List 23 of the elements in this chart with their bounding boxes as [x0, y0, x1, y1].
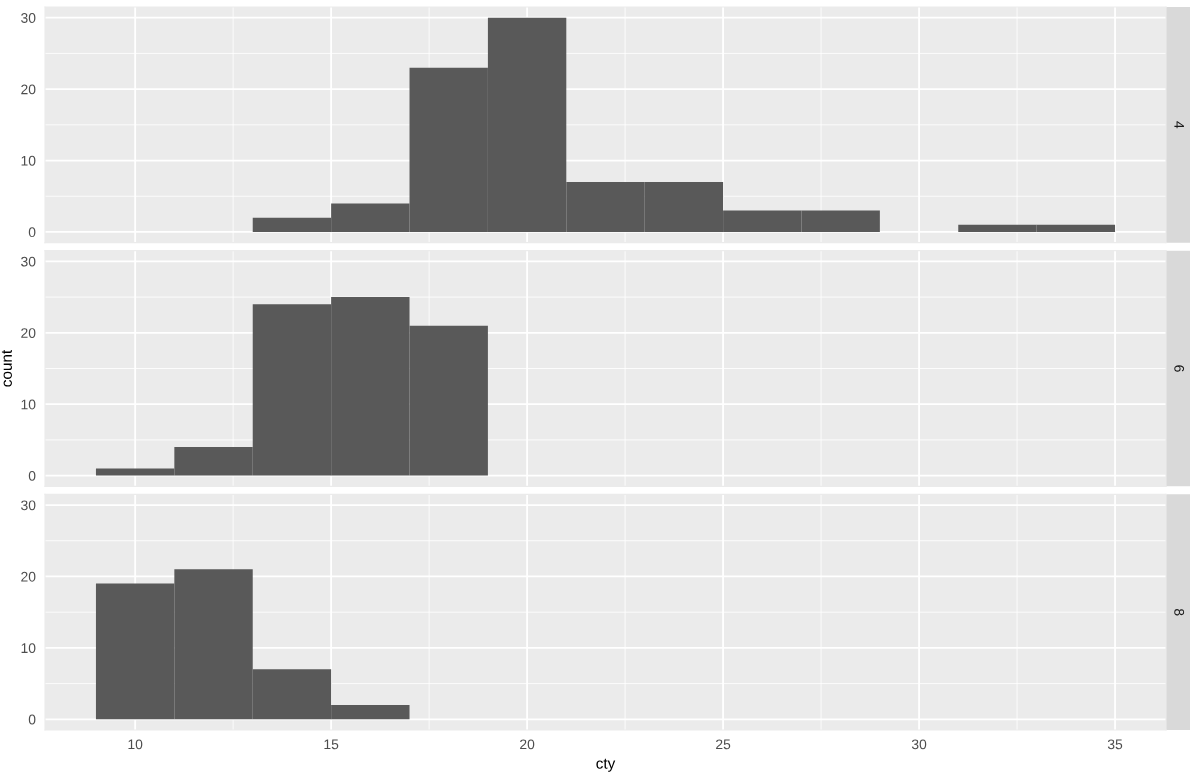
- y-tick-label: 0: [28, 470, 36, 481]
- y-tick-label: 10: [21, 399, 36, 410]
- y-tick-label: 20: [21, 571, 36, 582]
- y-tick-label: 0: [28, 714, 36, 725]
- text: 4: [1174, 121, 1184, 129]
- x-tick-label: 10: [128, 739, 143, 750]
- y-tick-label: 30: [21, 256, 36, 267]
- y-tick-label: 10: [21, 155, 36, 166]
- text: 8: [1174, 608, 1185, 616]
- x-tick-label: 35: [1107, 739, 1123, 750]
- y-tick-label: 30: [21, 500, 36, 511]
- x-tick-label: 20: [520, 739, 535, 750]
- y-tick-label: 10: [21, 643, 36, 654]
- y-tick-label: 20: [21, 84, 36, 95]
- y-tick-label: 0: [28, 227, 36, 238]
- y-tick-label: 20: [21, 328, 36, 338]
- x-tick-label: 15: [324, 739, 339, 750]
- x-tick-label: 25: [716, 739, 731, 750]
- x-tick-label: 30: [911, 739, 927, 750]
- y-axis-title: count: [1, 349, 12, 387]
- x-axis-title: cty: [596, 758, 616, 772]
- text: 6: [1174, 365, 1185, 372]
- y-tick-label: 30: [21, 13, 36, 23]
